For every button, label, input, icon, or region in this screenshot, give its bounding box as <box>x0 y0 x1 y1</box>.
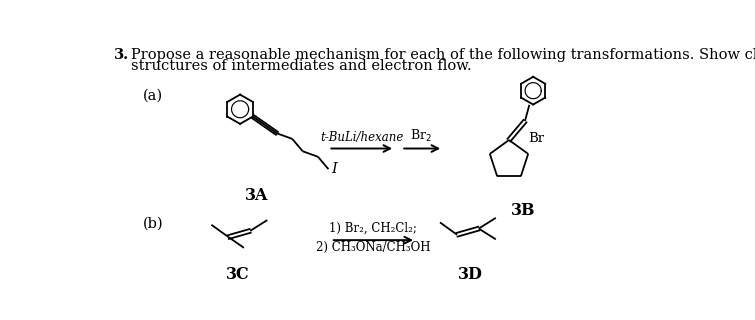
Text: (a): (a) <box>143 88 162 102</box>
Text: 3C: 3C <box>226 266 250 283</box>
Text: 3D: 3D <box>458 266 482 283</box>
Text: Br: Br <box>528 132 544 145</box>
Text: structures of intermediates and electron flow.: structures of intermediates and electron… <box>131 59 471 73</box>
Text: 3A: 3A <box>245 187 269 204</box>
Text: 3.: 3. <box>114 48 129 62</box>
Text: Br$_2$: Br$_2$ <box>410 128 432 144</box>
Text: 1) Br₂, CH₂Cl₂;: 1) Br₂, CH₂Cl₂; <box>329 222 418 235</box>
Text: 2) CH₃ONa/CH₃OH: 2) CH₃ONa/CH₃OH <box>316 241 430 254</box>
Text: I: I <box>331 162 337 176</box>
Text: 3B: 3B <box>510 202 535 219</box>
Text: (b): (b) <box>143 217 163 231</box>
Text: t-BuLi/hexane: t-BuLi/hexane <box>320 131 403 144</box>
Text: Propose a reasonable mechanism for each of the following transformations. Show c: Propose a reasonable mechanism for each … <box>131 48 755 62</box>
